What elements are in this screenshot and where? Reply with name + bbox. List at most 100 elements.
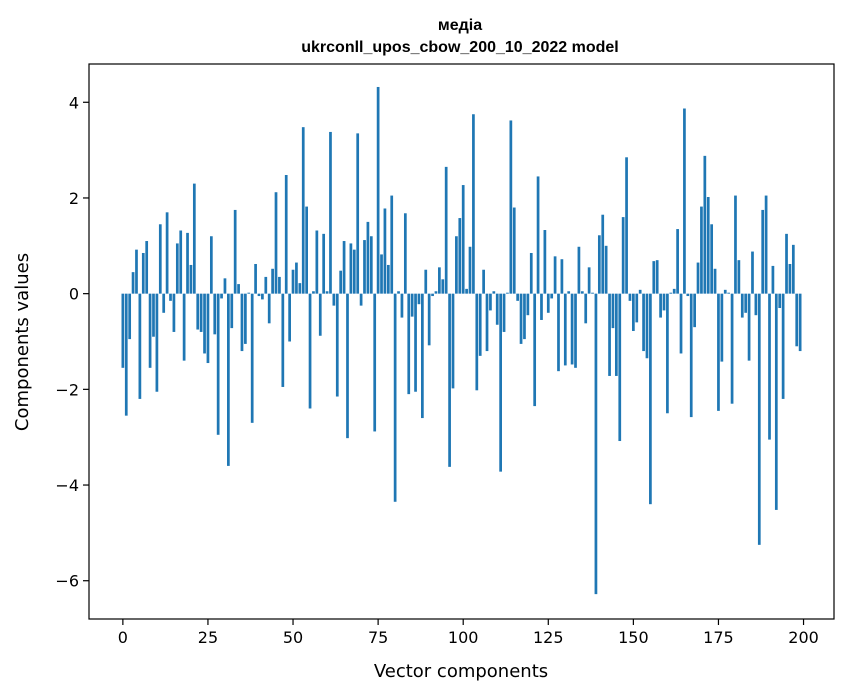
bar [312,291,315,294]
bar [672,288,676,294]
bar [393,293,397,502]
bar [557,293,560,372]
bar [533,293,537,407]
bar [550,293,554,299]
bar [472,114,475,294]
bar [158,224,162,294]
bar [465,288,468,294]
x-tick-label: 175 [703,628,734,647]
bar [400,293,404,318]
bar [604,245,608,294]
bar [543,230,547,294]
bar [121,293,125,368]
bar [689,293,693,418]
bar [666,293,669,414]
bar [329,131,332,294]
bar [628,293,632,301]
bar [407,293,411,395]
y-tick-label: 2 [69,189,79,208]
bar [567,291,571,294]
x-tick-label: 25 [198,628,218,647]
bar [652,261,656,294]
bar [349,243,353,294]
bar [346,293,349,439]
bar [461,185,465,294]
bar [332,293,336,306]
bar [536,176,540,294]
bar [764,195,768,294]
bar [196,293,200,330]
bar [526,293,530,316]
bar [512,207,516,294]
bar [363,240,366,294]
bar [720,293,724,362]
bar [788,263,792,294]
bar [455,236,458,294]
bar [594,293,598,595]
bar [621,217,625,294]
bar [768,293,771,440]
x-tick-label: 0 [118,628,128,647]
bar [703,155,707,294]
bar [649,293,652,505]
bar [642,293,645,352]
bar [278,276,281,294]
bar [434,291,438,294]
chart-title: медіа [438,17,482,34]
bar [791,244,795,294]
bar [529,252,533,294]
bar [308,293,312,409]
bar [645,293,649,359]
bar [591,292,594,294]
bar [495,293,499,325]
bar [734,195,737,294]
bar [203,293,206,354]
bar [206,293,210,364]
bar [220,293,223,299]
x-axis: 0 25 50 75 100 125 150 175 200 [118,619,819,647]
bar [216,293,220,435]
bar [254,263,257,294]
bar [148,293,152,368]
bar [635,293,639,323]
bar [281,293,285,387]
x-tick-label: 125 [533,628,564,647]
bar [696,262,700,294]
bar [427,293,431,346]
bar [410,293,414,317]
y-tick-label: 0 [69,285,79,304]
bar [492,291,496,294]
bar [386,264,390,294]
bar [227,293,230,466]
bar [250,293,254,423]
bar [523,293,526,340]
bar [359,293,363,306]
bar [761,209,765,294]
bar [509,120,513,294]
bar [138,293,142,399]
y-tick-label: −6 [55,572,79,591]
bar [444,166,448,294]
bar [295,262,298,294]
bar [625,157,628,294]
bar [785,233,788,294]
bar [737,260,741,294]
x-axis-label: Vector components [374,661,548,682]
bar [356,133,360,294]
bar [128,293,132,340]
bar [315,230,319,294]
bar [632,293,635,331]
bar [451,293,455,389]
bar [795,293,799,347]
bar [342,241,346,294]
x-tick-label: 100 [448,628,479,647]
bar [152,293,155,337]
y-tick-label: −4 [55,476,79,495]
bar [574,293,577,368]
y-axis-label: Components values [12,253,33,431]
bar [584,293,588,324]
bar [325,291,329,294]
bar [686,293,690,297]
bar [223,278,227,294]
